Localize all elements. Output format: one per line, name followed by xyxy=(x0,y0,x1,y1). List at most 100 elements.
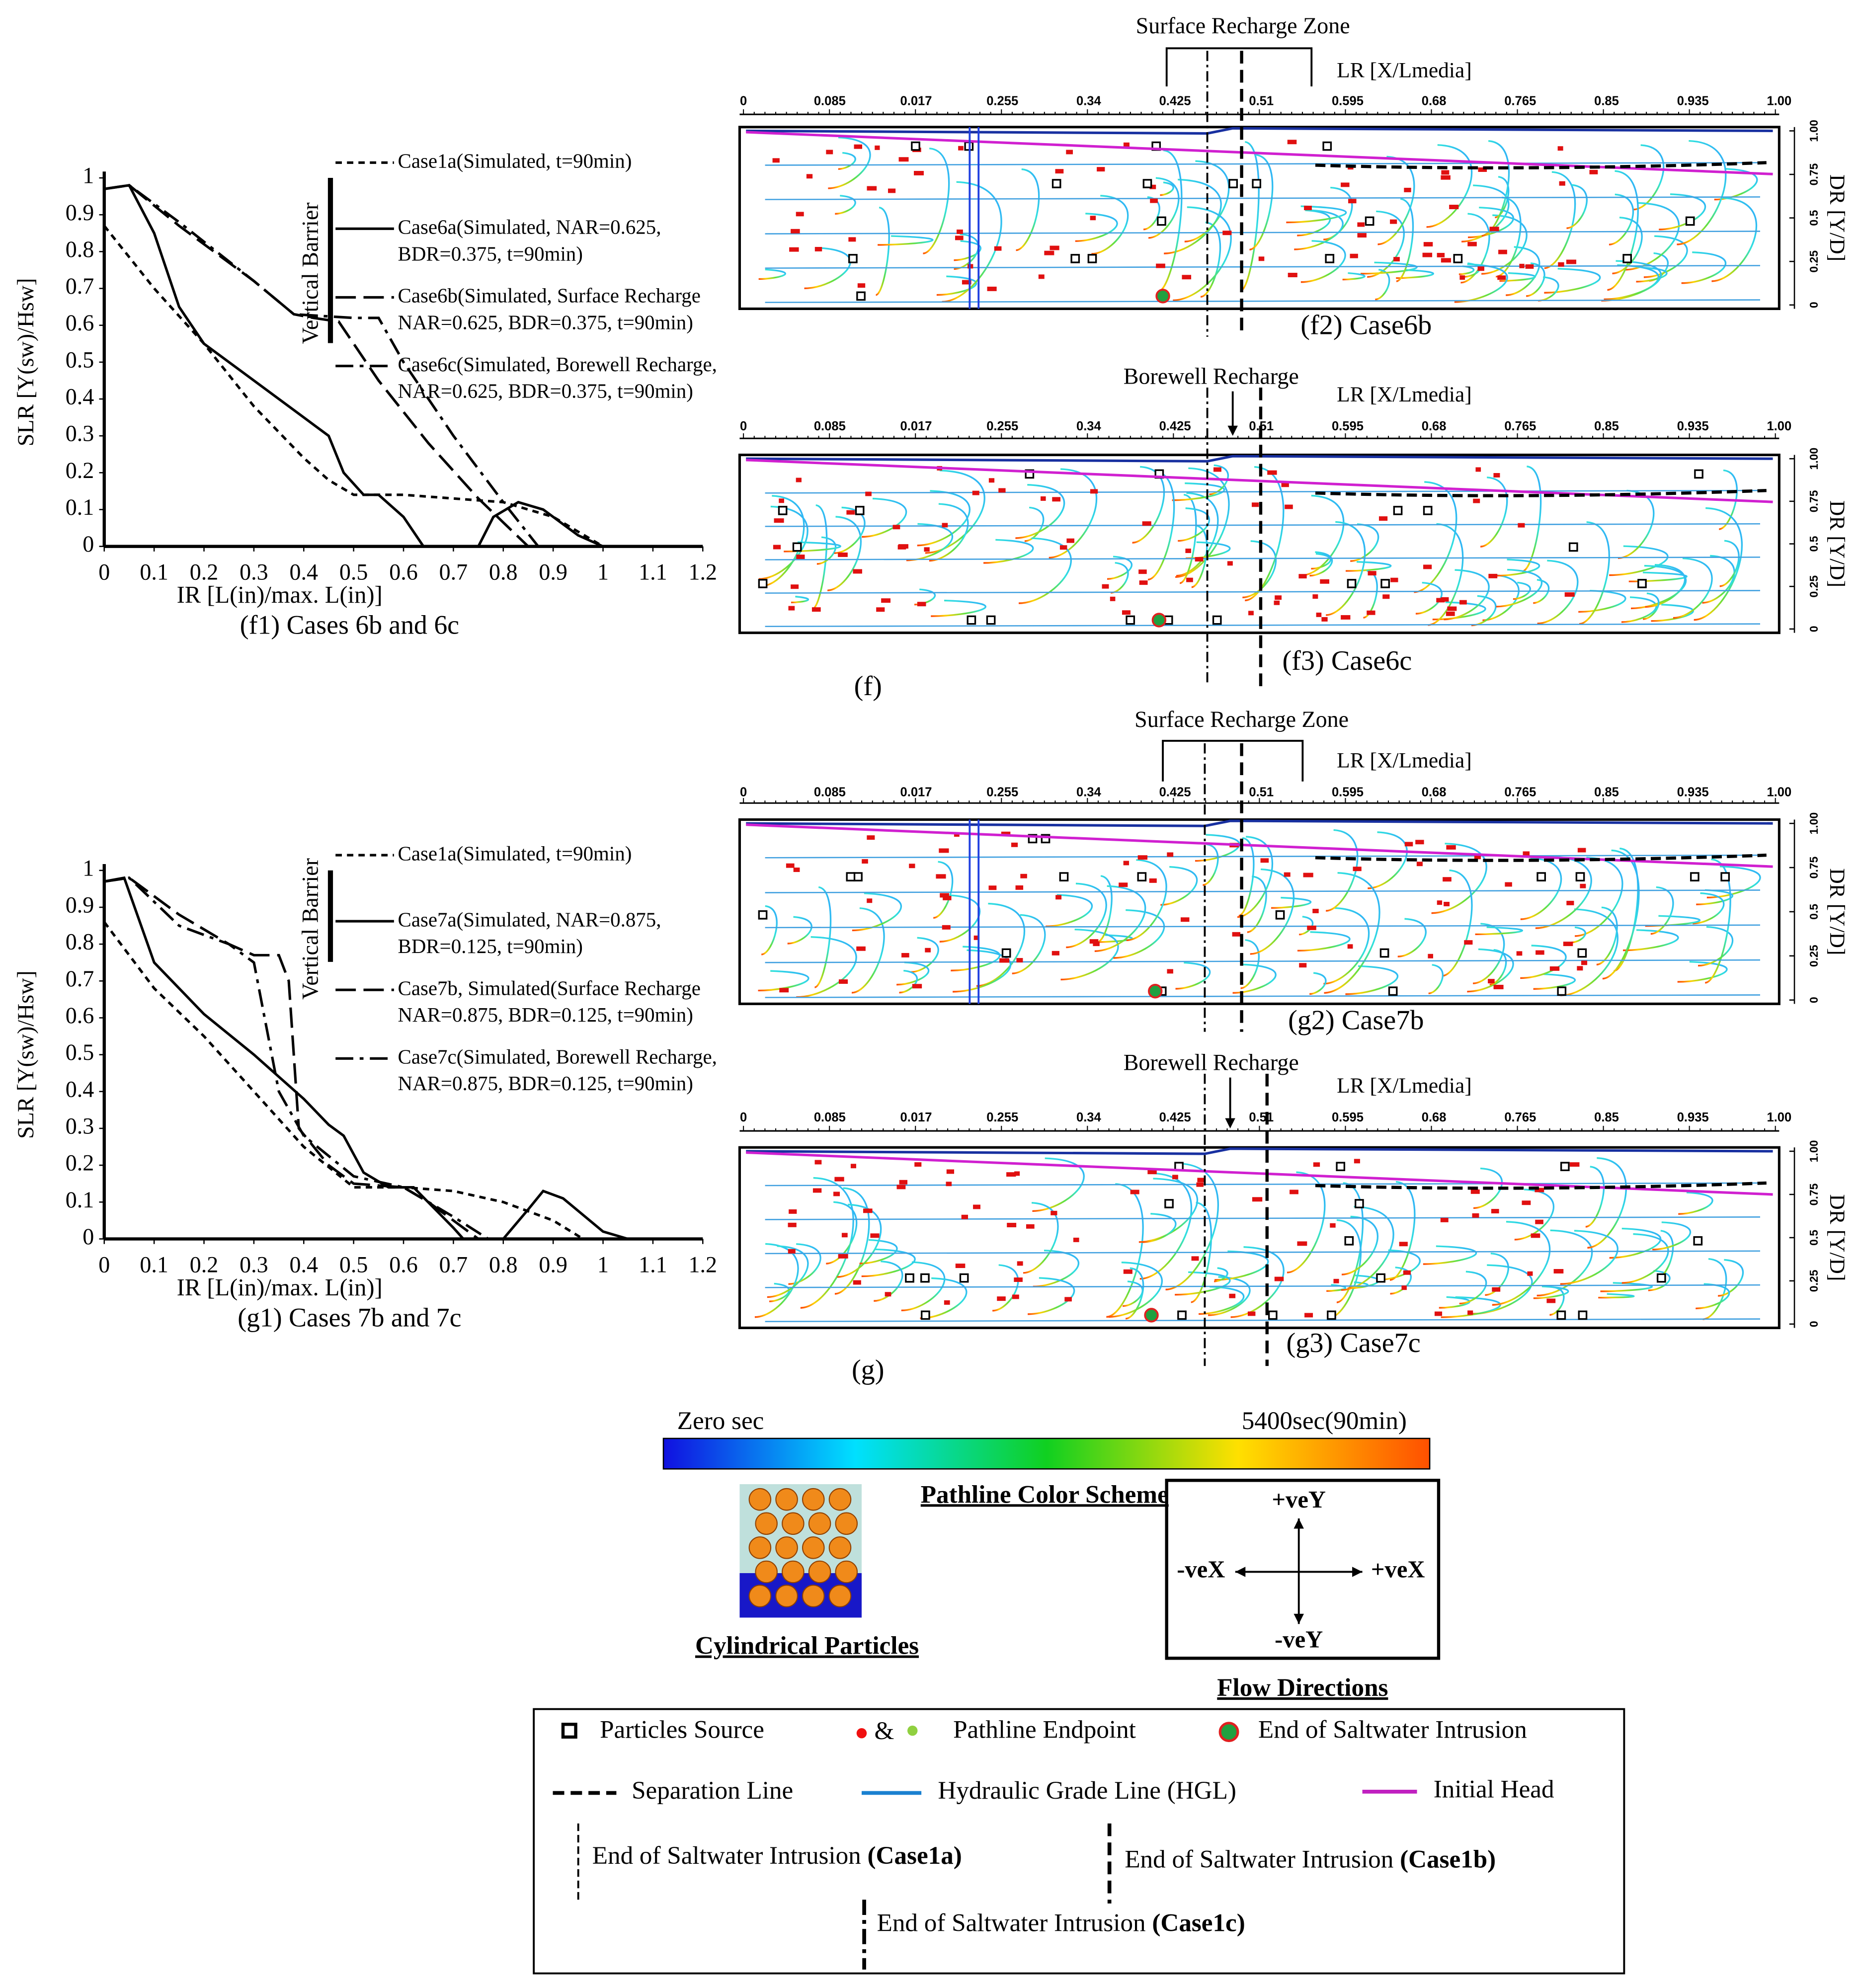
legend-label: Case7a(Simulated, NAR=0.875, BDR=0.125, … xyxy=(398,910,661,958)
pathline-endpoint xyxy=(1011,842,1018,847)
series-line xyxy=(104,184,540,548)
pathline xyxy=(796,936,857,998)
pathline xyxy=(1019,537,1072,604)
pathline-endpoint xyxy=(994,246,1002,251)
pathline-endpoint xyxy=(1052,497,1061,502)
x-tick-label: 0.1 xyxy=(140,1252,168,1277)
particle-source xyxy=(1142,179,1152,188)
pathline xyxy=(1032,1157,1085,1212)
pathline xyxy=(761,495,805,587)
pathline-endpoint xyxy=(999,958,1010,963)
legend-label: Separation Line xyxy=(632,1776,793,1805)
pathline-endpoint xyxy=(1404,187,1411,192)
pathline-endpoint xyxy=(1404,842,1413,847)
pathline-endpoint xyxy=(1093,942,1100,947)
dr-tick-label: 0.5 xyxy=(1807,1230,1820,1246)
pathline xyxy=(765,162,1761,166)
pathline xyxy=(1485,1252,1509,1296)
lr-tick-label: 0 xyxy=(740,786,747,799)
pathline-endpoint xyxy=(1535,950,1544,955)
pathline-endpoint xyxy=(1051,951,1059,955)
pathline-endpoint xyxy=(955,236,964,240)
pathline-endpoint xyxy=(1090,489,1098,494)
pathline xyxy=(1341,1215,1379,1275)
pathline xyxy=(1428,523,1464,626)
particle-source xyxy=(905,1273,914,1283)
pathline-endpoint xyxy=(1222,231,1232,236)
y-tick-label: 0.5 xyxy=(66,347,94,372)
y-tick-label: 0.6 xyxy=(66,310,94,335)
pathline xyxy=(1097,875,1113,943)
pathline-endpoint xyxy=(788,1222,797,1227)
particle-source xyxy=(1157,216,1166,226)
pathline xyxy=(1324,872,1380,994)
pathline-endpoint xyxy=(789,1209,797,1214)
lr-tick-label: 0.425 xyxy=(1159,1111,1191,1124)
x-tick-label: 0.4 xyxy=(290,559,319,584)
panel-caption: (f2) Case6b xyxy=(1300,310,1432,341)
pathline xyxy=(1652,1221,1692,1251)
particle-source xyxy=(848,254,858,263)
pathline-endpoint xyxy=(1232,932,1241,937)
pathline-endpoint xyxy=(1516,951,1523,956)
pathline-endpoint xyxy=(1191,1256,1199,1261)
dr-tick-label: 1.00 xyxy=(1807,1140,1820,1163)
pathline-endpoint xyxy=(955,1264,966,1269)
pathline-endpoint xyxy=(1341,182,1350,187)
lr-tick-label: 0.595 xyxy=(1332,786,1364,799)
pathline xyxy=(1621,1233,1669,1284)
pathline-endpoint xyxy=(1525,264,1534,269)
pathline xyxy=(1094,885,1146,952)
lr-tick-label: 0.765 xyxy=(1504,419,1536,433)
chart-title: (g1) Cases 7b and 7c xyxy=(238,1302,461,1332)
pathline xyxy=(1718,1259,1744,1297)
pathline xyxy=(1633,144,1665,211)
pathline-endpoint xyxy=(1307,925,1316,930)
particle-source xyxy=(1228,179,1238,188)
y-tick-label: 0 xyxy=(82,531,94,557)
pathline-endpoint xyxy=(1367,610,1375,615)
pathline xyxy=(1250,868,1294,955)
pathline-endpoint xyxy=(1180,917,1190,922)
pathline-endpoint xyxy=(853,569,862,574)
pathline-endpoint xyxy=(1489,227,1499,232)
pathline-endpoint xyxy=(939,848,949,853)
pathline-endpoint xyxy=(838,1254,848,1259)
pathline xyxy=(920,1277,968,1319)
pathline-endpoint xyxy=(814,246,822,251)
particle-source xyxy=(967,615,976,625)
pathline-endpoint xyxy=(1382,594,1390,599)
legend-label: End of Saltwater Intrusion (Case1b) xyxy=(1125,1845,1496,1873)
end-intrusion-marker xyxy=(1148,984,1163,999)
pathline-endpoint xyxy=(1566,259,1577,264)
pathline-endpoint xyxy=(1312,908,1319,913)
pathline xyxy=(1311,553,1331,570)
pathline-endpoint xyxy=(1347,944,1353,949)
pathline xyxy=(1164,178,1222,254)
legend-label: Case6b(Simulated, Surface Recharge NAR=0… xyxy=(398,286,701,334)
pathline-endpoint xyxy=(1535,1188,1544,1193)
pathline-endpoint xyxy=(1449,205,1459,209)
pathline-endpoint xyxy=(1564,592,1575,597)
pathline-endpoint xyxy=(1213,467,1221,472)
pathline-endpoint xyxy=(1589,169,1598,174)
pathline-endpoint xyxy=(897,545,906,550)
pathline xyxy=(1297,931,1351,952)
pathline xyxy=(1377,156,1415,245)
arrow-head xyxy=(1293,1613,1304,1624)
pathline xyxy=(1113,909,1165,959)
pathline-endpoint xyxy=(1390,577,1398,582)
particle-source xyxy=(1693,1236,1703,1246)
pathline-endpoint xyxy=(1006,1172,1016,1177)
pathline-endpoint xyxy=(841,1233,848,1238)
pathline xyxy=(1496,568,1543,608)
pathline xyxy=(765,196,1761,200)
pathline-endpoint xyxy=(779,498,784,503)
panel-header: Borewell Recharge xyxy=(1124,1050,1299,1075)
lr-tick-label: 0.085 xyxy=(814,1111,846,1124)
pathline-endpoint xyxy=(940,893,949,898)
pathline xyxy=(1702,555,1735,604)
pathline-endpoint xyxy=(1357,233,1367,238)
pathline-endpoint xyxy=(909,864,915,869)
pathline xyxy=(1579,521,1610,625)
